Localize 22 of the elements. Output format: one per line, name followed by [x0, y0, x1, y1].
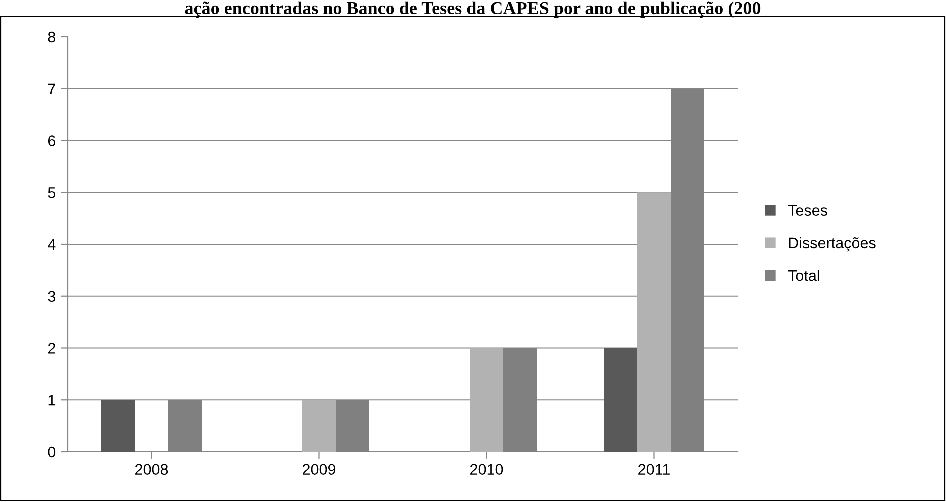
legend-label: Teses [788, 205, 828, 216]
y-tick-label: 0 [48, 446, 56, 458]
legend-label: Total [788, 270, 820, 282]
y-tick-label: 1 [48, 395, 56, 406]
bar [470, 348, 504, 452]
y-tick-label: 6 [48, 136, 56, 146]
bar [102, 400, 135, 452]
y-tick-label: 3 [48, 291, 56, 302]
bar [302, 400, 336, 452]
y-tick-label: 7 [48, 84, 56, 94]
x-tick-label: 2008 [136, 464, 168, 476]
y-tick-label: 8 [48, 32, 56, 43]
chart-title: ação encontradas no Banco de Teses da CAPES por ano de publicação (200 [185, 2, 761, 18]
bar [638, 192, 671, 452]
bar [604, 348, 638, 452]
y-tick-label: 5 [48, 188, 56, 198]
y-tick-label: 2 [48, 343, 56, 354]
y-tick-label: 4 [48, 240, 56, 250]
x-tick-label: 2010 [470, 464, 504, 476]
x-tick-label: 2009 [303, 464, 336, 476]
x-tick-label: 2011 [638, 464, 670, 476]
legend-label: Dissertações [789, 237, 876, 252]
